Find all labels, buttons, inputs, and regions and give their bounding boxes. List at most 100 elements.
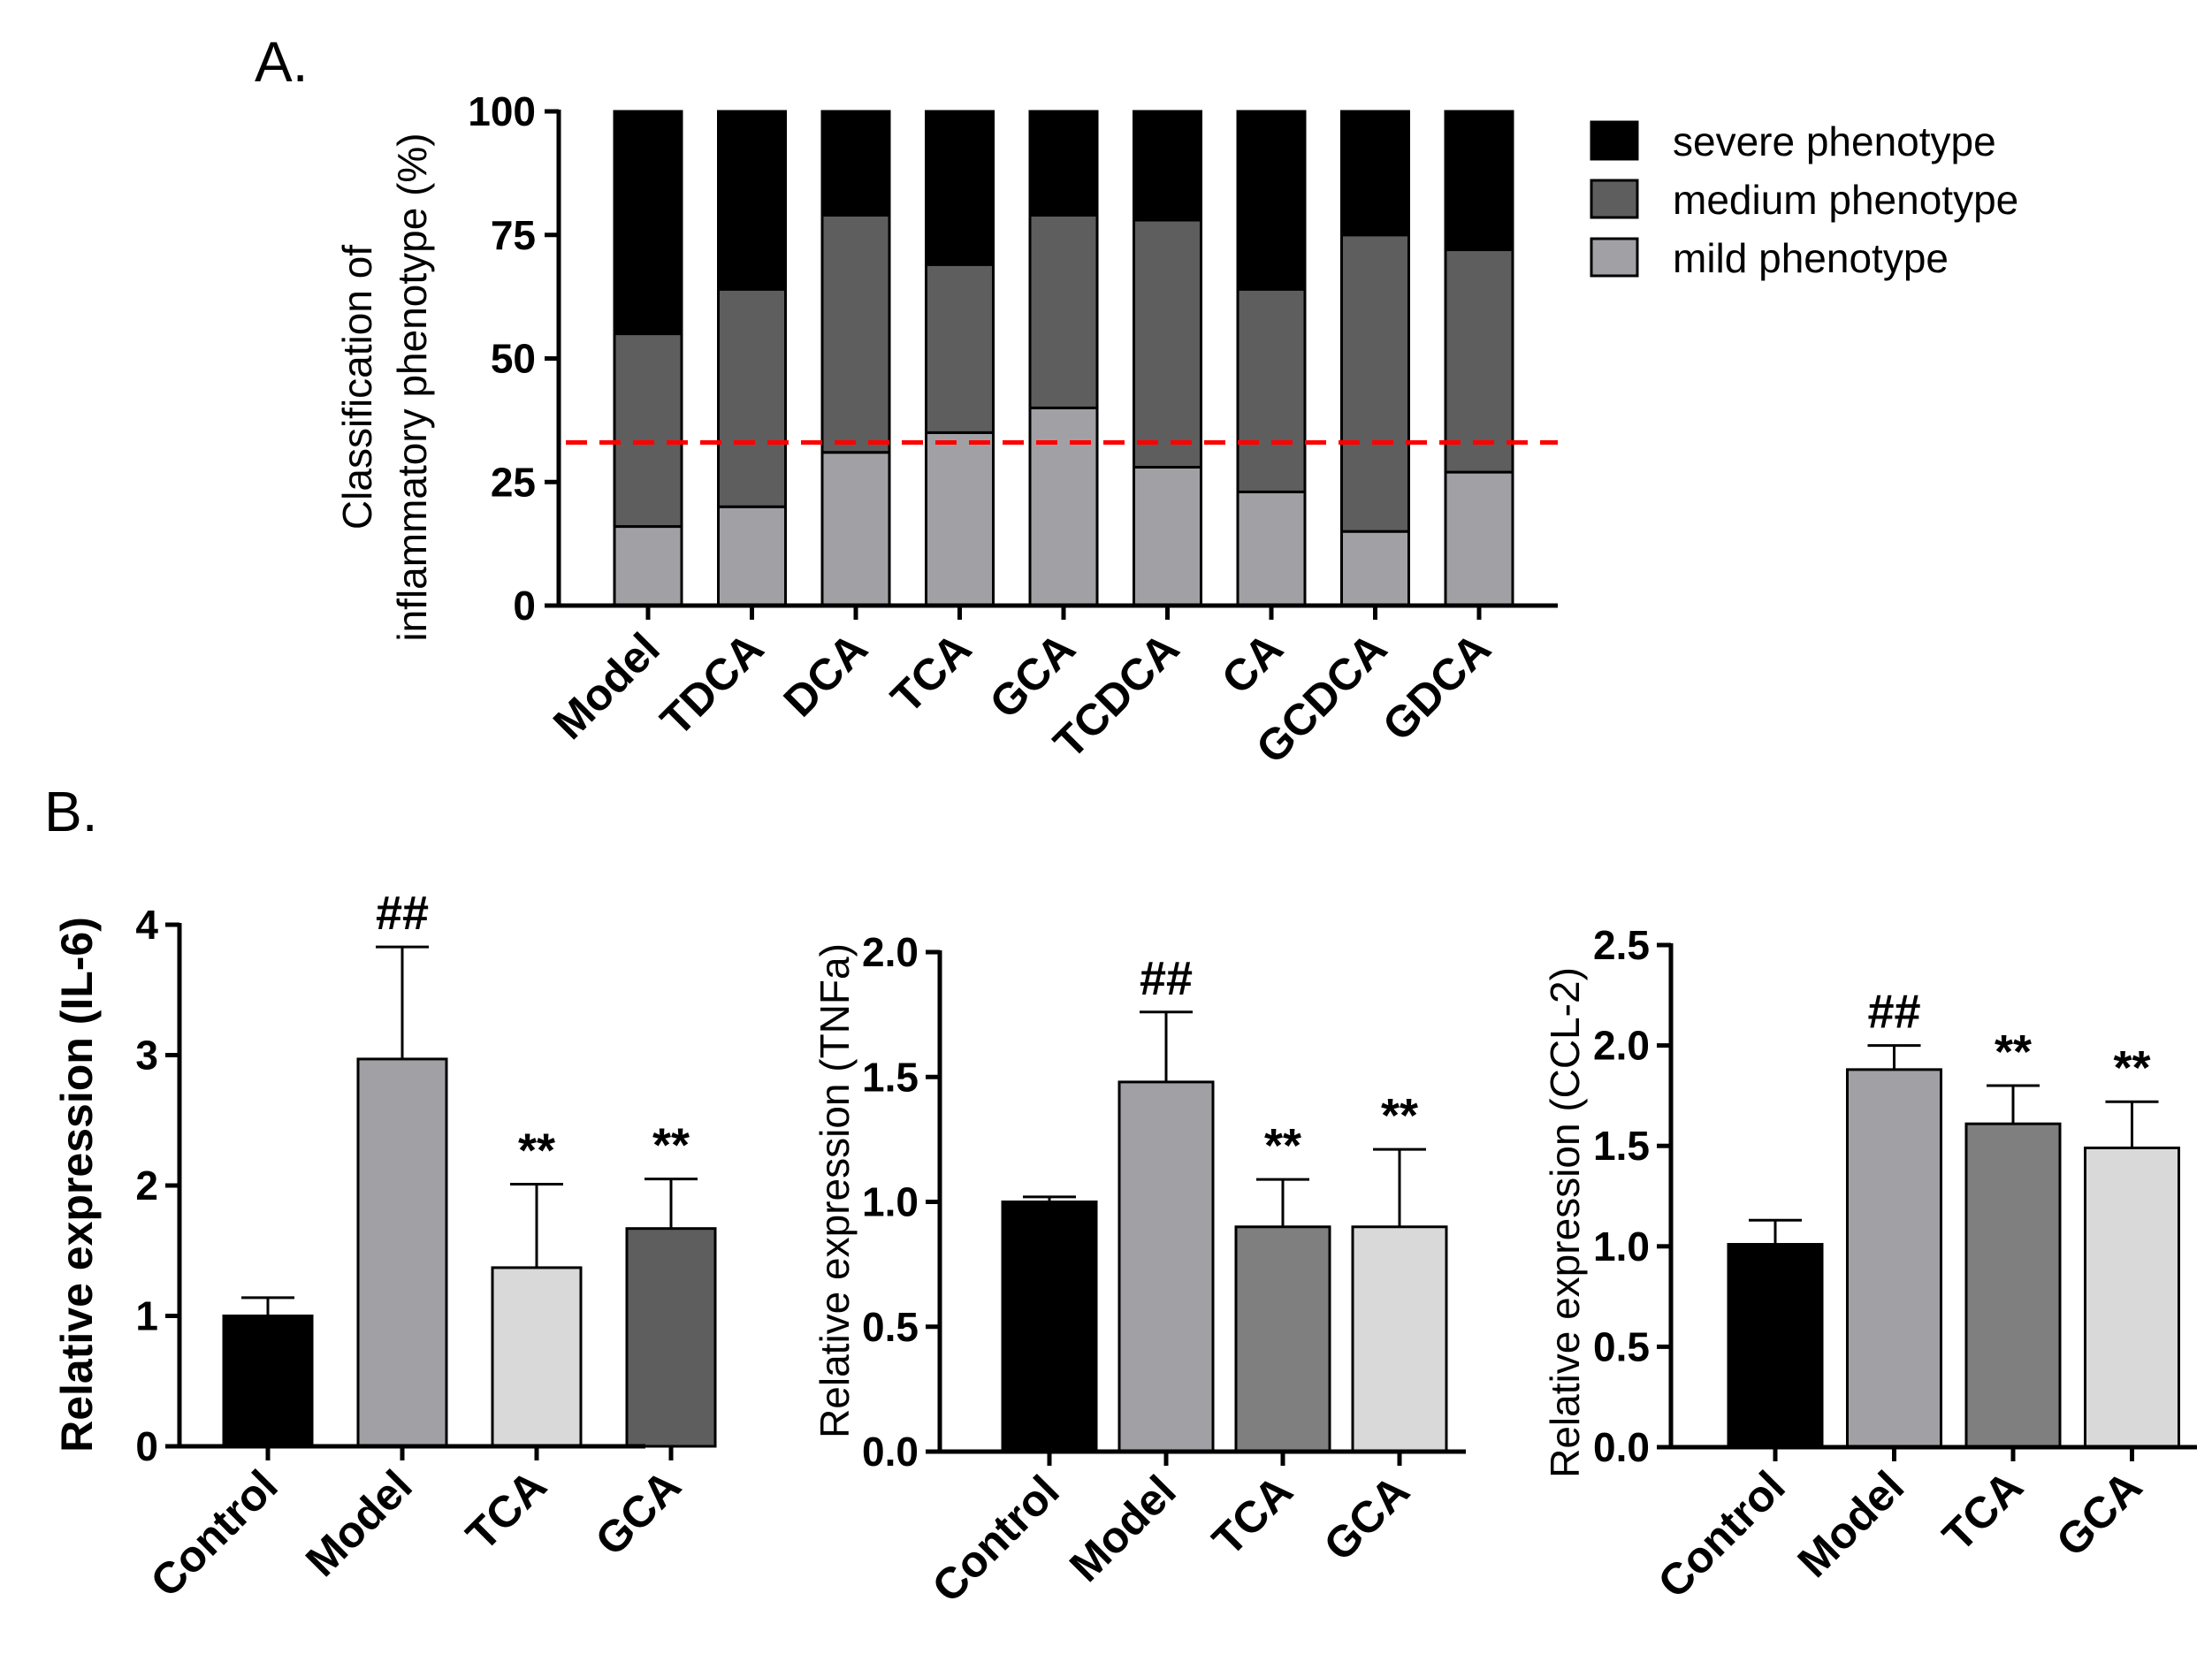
chart-il6: Relative expression (IL-6) Control ## Mode… — [52, 887, 717, 1606]
chart-a-bar-gdca-severe — [1444, 110, 1514, 252]
chart-tnfa-ytick-label: 0.0 — [862, 1429, 919, 1475]
chart-ccl2-ytick-label: 1.5 — [1593, 1123, 1650, 1169]
chart-tnfa-bar-control — [1001, 1201, 1098, 1453]
legend-swatch-medium — [1590, 179, 1639, 219]
chart-il6-ytick-label: 1 — [135, 1293, 158, 1339]
chart-ccl2-significance-model: ## — [1867, 986, 1920, 1039]
chart-a-bar-tdca-mild — [717, 505, 787, 607]
chart-tnfa-ylabel: Relative expression (TNFa) — [812, 943, 858, 1438]
chart-il6-xtick-label: GCA — [586, 1460, 690, 1565]
chart-a-xtick-label: GDCA — [1373, 623, 1500, 751]
chart-il6-significance-tca: ** — [518, 1125, 555, 1178]
chart-a-bar-tcdca-medium — [1133, 218, 1202, 469]
chart-a-bar-gdca-mild — [1444, 470, 1514, 607]
legend-swatch-mild — [1590, 237, 1639, 278]
chart-ccl2-ytick-label: 2.0 — [1593, 1023, 1650, 1069]
chart-il6-xtick-label: Control — [141, 1460, 287, 1606]
chart-a-bar-gcdca-severe — [1340, 110, 1410, 237]
chart-a-xtick-label: TDCA — [651, 623, 773, 745]
chart-ccl2-significance-tca: ** — [1995, 1025, 2032, 1079]
chart-il6-xtick-label: TCA — [457, 1460, 556, 1559]
chart-tnfa-significance-gca: ** — [1381, 1089, 1418, 1142]
chart-il6-bar-model — [356, 1057, 448, 1448]
chart-tnfa: Relative expression (TNFa) Control ## Mode… — [812, 929, 1466, 1612]
chart-ccl2-xtick-label: Control — [1649, 1461, 1795, 1607]
chart-ccl2-bar-model — [1846, 1068, 1942, 1449]
chart-ccl2-ytick-label: 0.5 — [1593, 1323, 1650, 1369]
chart-ccl2-ytick-label: 1.0 — [1593, 1224, 1650, 1269]
chart-tnfa-xtick-label: TCA — [1203, 1466, 1302, 1565]
legend-label-mild: mild phenotype — [1673, 235, 1949, 281]
chart-il6-bar-gca — [625, 1227, 717, 1448]
chart-a-xtick-label: Model — [544, 623, 669, 749]
chart-tnfa-significance-tca: ** — [1264, 1119, 1301, 1172]
chart-a-bar-model-medium — [613, 332, 683, 529]
chart-il6-significance-gca: ** — [652, 1119, 690, 1172]
chart-ccl2-ylabel: Relative expression (CCL-2) — [1542, 967, 1588, 1478]
chart-a-bar-tca-mild — [925, 431, 995, 607]
chart-a-ytick-label: 50 — [491, 336, 536, 382]
chart-tnfa-bar-gca — [1351, 1225, 1448, 1453]
chart-ccl2-xtick-label: GCA — [2047, 1461, 2151, 1566]
chart-a-bar-ca-medium — [1236, 287, 1307, 493]
chart-a-bar-dca-severe — [820, 110, 891, 217]
legend-swatch-severe — [1590, 120, 1639, 161]
chart-a-ytick-label: 75 — [491, 212, 536, 258]
chart-a-bar-gca-medium — [1028, 213, 1099, 409]
chart-tnfa-xtick-label: GCA — [1315, 1466, 1419, 1570]
chart-ccl2-bar-gca — [2084, 1146, 2180, 1449]
legend-label-severe: severe phenotype — [1673, 118, 1996, 164]
chart-ccl2-significance-gca: ** — [2113, 1041, 2150, 1094]
chart-ccl2-xtick-label: TCA — [1934, 1461, 2033, 1560]
chart-a-bar-ca-severe — [1236, 110, 1307, 291]
chart-il6-ytick-label: 0 — [135, 1423, 158, 1469]
chart-a-ytick-label: 25 — [491, 459, 536, 505]
chart-il6-bar-tca — [491, 1266, 583, 1448]
chart-a-bar-tcdca-severe — [1133, 110, 1202, 222]
legend-label-medium: medium phenotype — [1673, 177, 2018, 223]
chart-il6-ylabel: Relative expression (IL-6) — [52, 917, 102, 1452]
chart-ccl2-ytick-label: 2.5 — [1593, 922, 1650, 968]
chart-tnfa-bar-model — [1117, 1080, 1215, 1453]
chart-a-bar-tca-medium — [925, 263, 995, 434]
chart-il6-ytick-label: 2 — [135, 1163, 158, 1208]
chart-tnfa-xtick-label: Control — [923, 1466, 1069, 1612]
chart-a-bar-model-mild — [613, 525, 683, 607]
panel-label-a: A. — [255, 30, 308, 94]
chart-a-xtick-label: TCA — [881, 623, 980, 722]
chart-a-stacked-bar: Classification of inflammatory phenotype… — [334, 88, 1558, 773]
chart-tnfa-significance-model: ## — [1140, 952, 1193, 1005]
chart-ccl2-xtick-label: Model — [1789, 1461, 1914, 1587]
chart-ccl2-bar-control — [1727, 1243, 1824, 1449]
chart-a-xtick-label: DCA — [774, 623, 877, 726]
chart-a-bar-gca-mild — [1028, 406, 1099, 607]
chart-tnfa-bar-tca — [1234, 1225, 1331, 1453]
chart-a-ytick-label: 0 — [513, 583, 536, 629]
chart-a-bar-ca-mild — [1236, 490, 1307, 607]
chart-a-bar-gcdca-medium — [1340, 233, 1410, 533]
chart-ccl2-bar-tca — [1964, 1122, 2062, 1449]
chart-il6-xtick-label: Model — [296, 1460, 422, 1586]
chart-tnfa-ytick-label: 1.5 — [862, 1054, 919, 1100]
chart-a-bar-dca-mild — [820, 451, 891, 607]
chart-a-bar-gcdca-mild — [1340, 530, 1410, 607]
chart-tnfa-ytick-label: 2.0 — [862, 929, 919, 975]
chart-a-legend: severe phenotype medium phenotype mild phe… — [1590, 118, 2018, 281]
chart-tnfa-ytick-label: 1.0 — [862, 1179, 919, 1225]
chart-a-bar-tdca-severe — [717, 110, 787, 291]
chart-a-ytick-label: 100 — [468, 88, 536, 134]
chart-a-bar-tca-severe — [925, 110, 995, 266]
chart-il6-significance-model: ## — [376, 887, 429, 940]
chart-a-bar-gdca-medium — [1444, 248, 1514, 474]
chart-a-bar-tcdca-mild — [1133, 465, 1202, 607]
chart-a-bar-dca-medium — [820, 213, 891, 454]
chart-il6-ytick-label: 3 — [135, 1033, 158, 1079]
chart-a-ylabel-line1: Classification of — [334, 245, 380, 530]
chart-il6-bar-control — [222, 1315, 314, 1448]
chart-tnfa-xtick-label: Model — [1060, 1466, 1186, 1591]
chart-ccl2: Relative expression (CCL-2) Control ## Mod… — [1542, 922, 2197, 1607]
chart-a-bar-gca-severe — [1028, 110, 1099, 217]
chart-a-bar-tdca-medium — [717, 287, 787, 508]
chart-tnfa-ytick-label: 0.5 — [862, 1304, 919, 1350]
